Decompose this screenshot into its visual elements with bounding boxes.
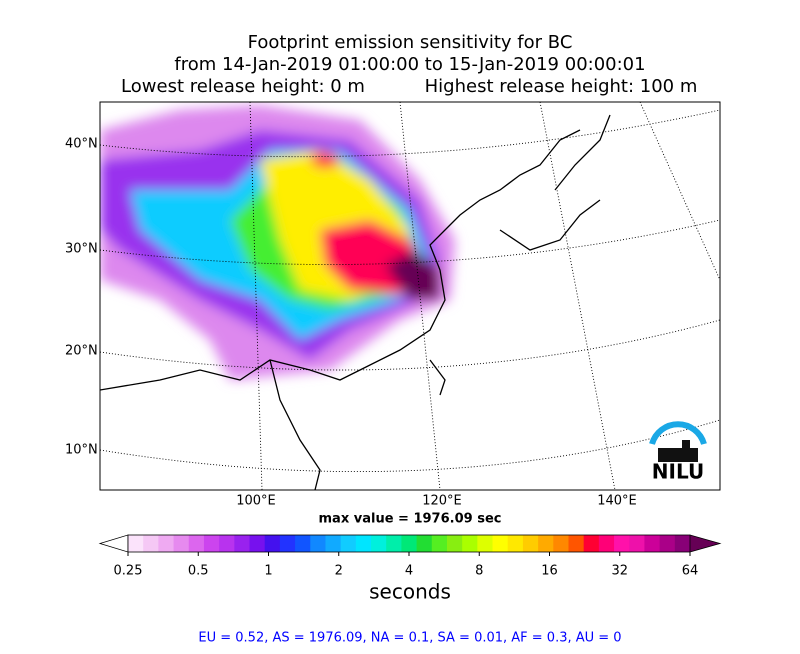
colorbar-band xyxy=(203,535,220,552)
colorbar-band xyxy=(553,535,569,552)
colorbar-band xyxy=(568,535,585,552)
colorbar-tick-label: 64 xyxy=(682,564,699,579)
colorbar-band xyxy=(386,535,402,552)
colorbar-label: seconds xyxy=(369,580,451,604)
colorbar-band xyxy=(583,535,600,552)
lat-label: 10°N xyxy=(65,443,98,458)
title-line: Highest release height: 100 m xyxy=(425,76,698,97)
colorbar-band xyxy=(522,535,539,552)
colorbar-band xyxy=(462,535,478,552)
colorbar-band xyxy=(477,535,494,552)
colorbar-band xyxy=(325,535,342,552)
lat-label: 40°N xyxy=(65,137,98,152)
colorbar-band xyxy=(644,535,661,552)
colorbar-band xyxy=(446,535,463,552)
colorbar-tick-label: 0.25 xyxy=(114,564,143,579)
colorbar-band xyxy=(371,535,387,552)
colorbar-band xyxy=(659,535,676,552)
colorbar-tick-label: 16 xyxy=(541,564,558,579)
colorbar-tick-label: 32 xyxy=(611,564,628,579)
colorbar-band xyxy=(188,535,205,552)
title-line: Lowest release height: 0 m xyxy=(121,76,365,97)
footer: EU = 0.52, AS = 1976.09, NA = 0.1, SA = … xyxy=(198,631,621,646)
colorbar-band xyxy=(173,535,190,552)
coastline xyxy=(100,114,611,490)
colorbar-band xyxy=(355,535,372,552)
colorbar-band xyxy=(492,535,509,552)
colorbar-band xyxy=(219,535,235,552)
colorbar-tick-label: 4 xyxy=(405,564,413,579)
colorbar-extend-high xyxy=(689,534,722,553)
colorbar-extend-low xyxy=(98,534,129,553)
map: NILU xyxy=(100,102,720,490)
colorbar-band xyxy=(249,535,266,552)
title-line: from 14-Jan-2019 01:00:00 to 15-Jan-2019… xyxy=(174,54,645,75)
footprint xyxy=(100,105,455,380)
colorbar-band xyxy=(234,535,251,552)
colorbar-band xyxy=(264,535,281,552)
colorbar-band xyxy=(614,535,630,552)
lon-label: 120°E xyxy=(422,494,462,509)
colorbar-band xyxy=(507,535,524,552)
colorbar-band xyxy=(538,535,554,552)
colorbar-band xyxy=(128,535,144,552)
colorbar-band xyxy=(629,535,645,552)
colorbar-tick-label: 1 xyxy=(264,564,272,579)
colorbar-band xyxy=(143,535,159,552)
colorbar-tick-label: 2 xyxy=(335,564,343,579)
colorbar-band xyxy=(598,535,615,552)
colorbar-band xyxy=(674,535,691,552)
colorbar-tick-label: 0.5 xyxy=(188,564,209,579)
map-frame xyxy=(99,101,721,491)
lon-label: 100°E xyxy=(236,494,276,509)
lat-label: 30°N xyxy=(65,242,98,257)
colorbar-tick-label: 8 xyxy=(475,564,483,579)
lon-label: 140°E xyxy=(597,494,637,509)
colorbar-band xyxy=(279,535,296,552)
colorbar-band xyxy=(340,535,357,552)
colorbar: 0.25 0.5 1 2 4 8 16 32 64 xyxy=(98,534,722,579)
colorbar-band xyxy=(431,535,448,552)
colorbar-band xyxy=(158,535,175,552)
colorbar-band xyxy=(401,535,418,552)
logo-text: NILU xyxy=(652,460,704,484)
colorbar-band xyxy=(310,535,326,552)
lat-label: 20°N xyxy=(65,344,98,359)
colorbar-band xyxy=(416,535,433,552)
max-value: max value = 1976.09 sec xyxy=(319,512,502,527)
logo: NILU xyxy=(649,421,707,484)
title-line: Footprint emission sensitivity for BC xyxy=(248,32,573,53)
colorbar-band xyxy=(295,535,311,552)
graticule xyxy=(100,102,720,490)
